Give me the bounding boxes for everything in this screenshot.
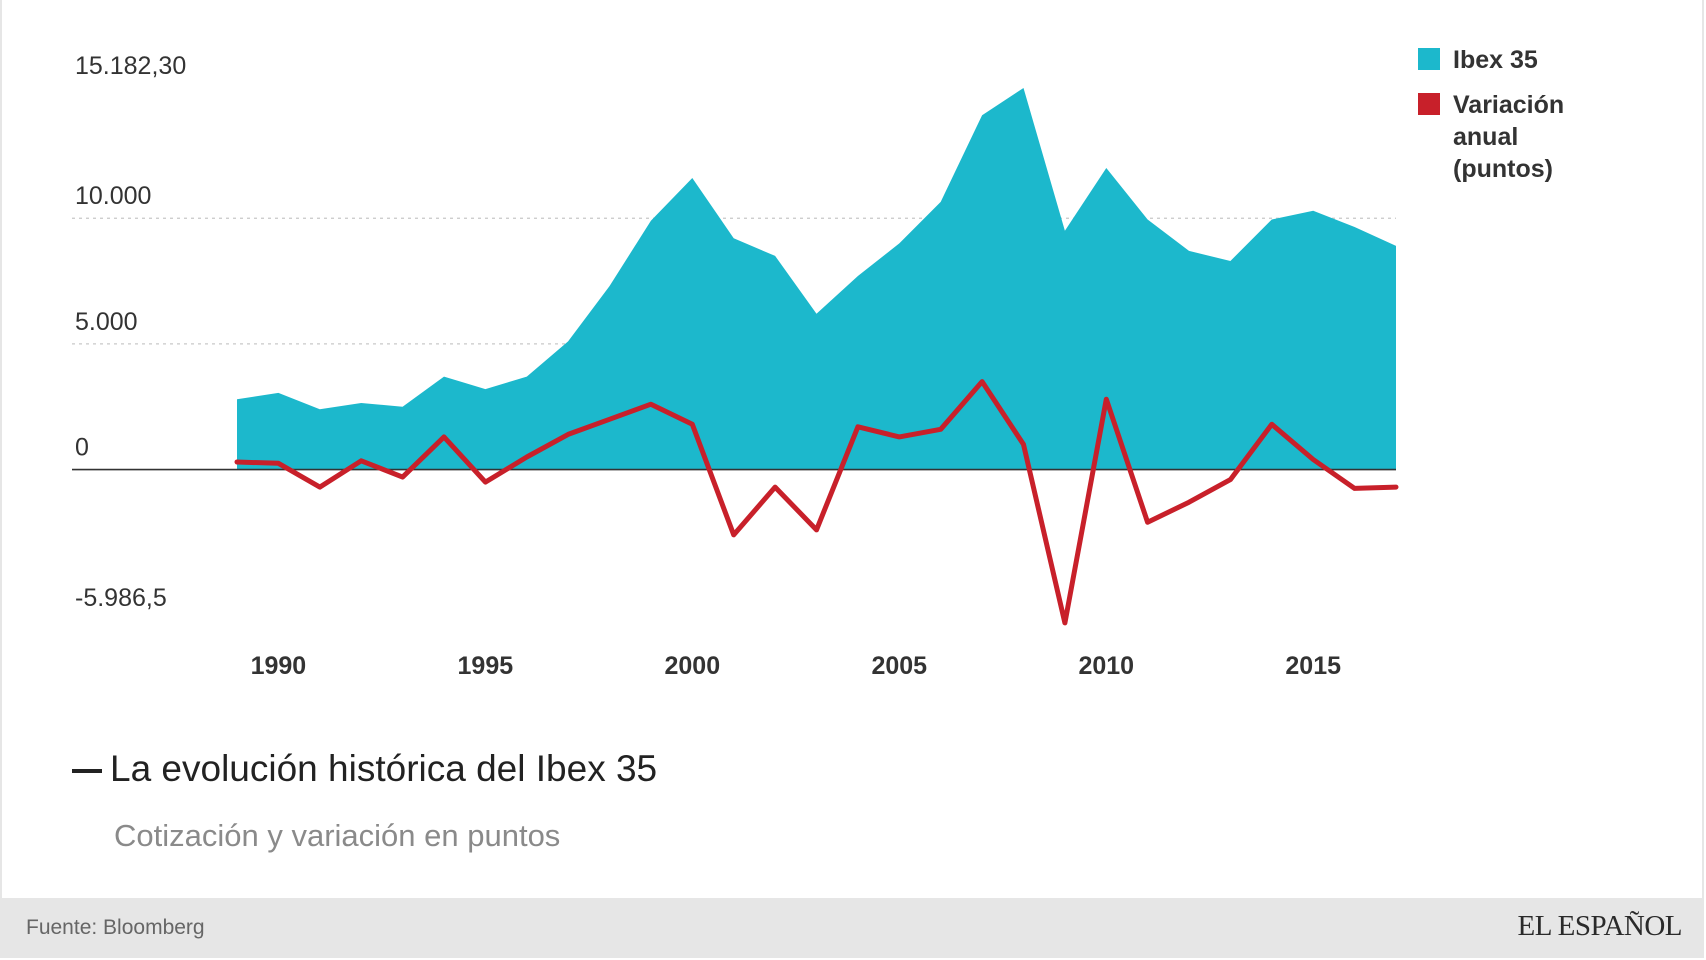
x-tick-label: 2000 bbox=[665, 652, 721, 680]
legend-label: Ibex 35 bbox=[1453, 46, 1538, 74]
chart-subtitle: Cotización y variación en puntos bbox=[114, 818, 561, 853]
legend-label: anual bbox=[1453, 123, 1518, 151]
title-dash bbox=[72, 769, 102, 774]
y-tick-label: -5.986,5 bbox=[75, 584, 167, 612]
legend-label: (puntos) bbox=[1453, 155, 1553, 183]
chart-title: La evolución histórica del Ibex 35 bbox=[72, 748, 657, 790]
el-espanol-logo: EL ESPAÑOL bbox=[1517, 910, 1683, 942]
legend-swatch bbox=[1418, 48, 1440, 70]
legend-label: Variación bbox=[1453, 91, 1564, 119]
y-tick-label: 0 bbox=[75, 434, 89, 462]
y-tick-label: 10.000 bbox=[75, 182, 151, 210]
x-tick-label: 1995 bbox=[458, 652, 514, 680]
ibex-35-area bbox=[237, 88, 1396, 470]
variation-line-layer bbox=[234, 379, 1399, 626]
source-text: Fuente: Bloomberg bbox=[26, 916, 205, 939]
legend: Ibex 35 Variación anual (puntos) bbox=[1418, 46, 1564, 183]
legend-swatch bbox=[1418, 93, 1440, 115]
x-tick-label: 2015 bbox=[1285, 652, 1341, 680]
chart: 15.182,30 10.000 5.000 0 -5.986,5 1990 1995 20… bbox=[72, 46, 1564, 680]
y-tick-label: 15.182,30 bbox=[75, 52, 186, 80]
y-tick-label: 5.000 bbox=[75, 308, 138, 336]
x-tick-label: 2010 bbox=[1078, 652, 1134, 680]
x-tick-label: 2005 bbox=[871, 652, 927, 680]
footer-bar: Fuente: Bloomberg EL ESPAÑOL bbox=[2, 898, 1702, 958]
y-axis-ticks: 15.182,30 10.000 5.000 0 -5.986,5 bbox=[75, 52, 186, 612]
x-tick-label: 1990 bbox=[251, 652, 307, 680]
ibex-area-layer bbox=[237, 88, 1396, 470]
x-axis-ticks: 1990 1995 2000 2005 2010 2015 bbox=[251, 652, 1342, 680]
chart-title-text: La evolución histórica del Ibex 35 bbox=[110, 748, 658, 789]
variation-line bbox=[234, 379, 1399, 626]
